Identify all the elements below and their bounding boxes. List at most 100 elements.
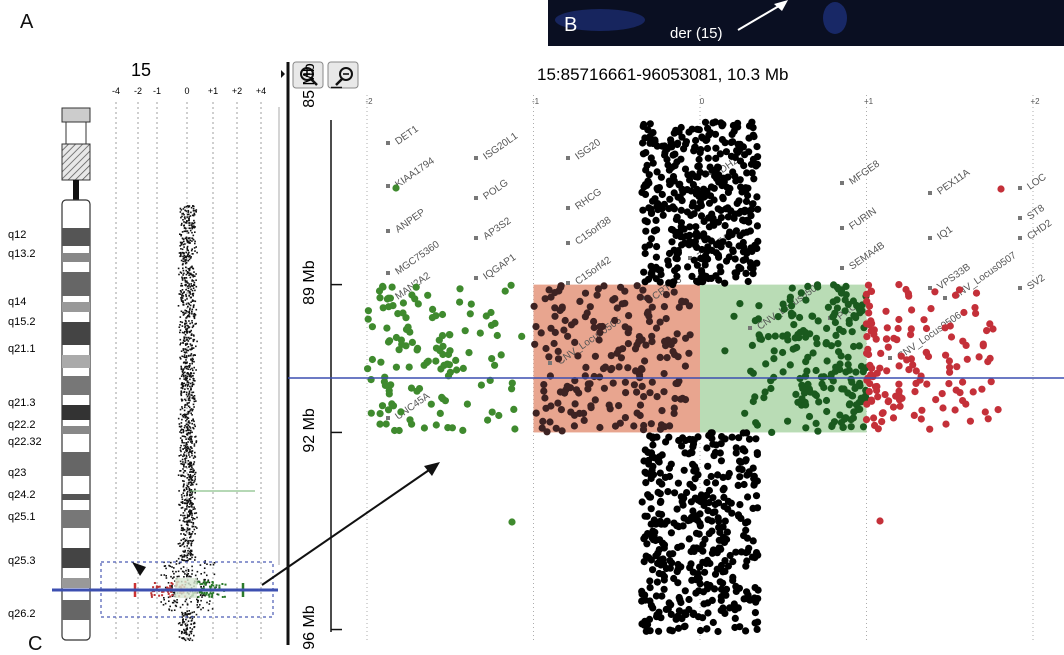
overview-point [168, 608, 170, 610]
detail-point [793, 343, 801, 352]
detail-point [724, 505, 732, 513]
detail-point [717, 561, 726, 570]
detail-point [822, 339, 831, 347]
detail-point [385, 390, 393, 398]
detail-point [667, 138, 675, 146]
overview-point [185, 310, 187, 312]
overview-point [186, 492, 188, 494]
detail-point [753, 449, 761, 457]
overview-point [187, 232, 190, 234]
zoom-in-button[interactable] [292, 61, 324, 89]
detail-point [742, 269, 750, 277]
overview-point [185, 377, 187, 380]
overview-point [186, 245, 189, 248]
overview-point [180, 387, 183, 389]
detail-point [865, 309, 873, 317]
overview-point [214, 586, 217, 589]
detail-point [438, 310, 447, 319]
detail-point [709, 618, 717, 627]
detail-point [674, 379, 682, 388]
overview-point [183, 426, 186, 429]
detail-point [488, 355, 496, 363]
detail-point [749, 369, 757, 377]
ideogram-band [62, 578, 90, 588]
overview-point [188, 511, 190, 513]
gene-label: POLG [481, 177, 510, 202]
overview-point [187, 559, 189, 562]
overview-point [189, 481, 191, 484]
detail-point [774, 313, 782, 321]
overview-point [187, 290, 189, 292]
detail-point [749, 537, 757, 545]
detail-point [688, 125, 696, 133]
zoom-out-button[interactable] [327, 61, 359, 89]
overview-point [191, 518, 194, 521]
overview-point [204, 594, 206, 597]
overview-point [184, 612, 186, 614]
overview-point [180, 494, 183, 496]
detail-point [644, 126, 652, 134]
detail-point [680, 623, 688, 631]
detail-point [704, 154, 712, 162]
overview-point [179, 241, 182, 244]
overview-point [181, 616, 183, 618]
detail-point [812, 334, 821, 342]
detail-y-tick-label: 89 Mb [301, 260, 318, 305]
gene-marker [1018, 286, 1022, 290]
overview-point [194, 471, 197, 474]
detail-point [655, 569, 663, 578]
detail-point [586, 303, 594, 311]
detail-point [885, 397, 893, 405]
detail-point [668, 238, 676, 246]
detail-point [541, 295, 549, 303]
overview-point [187, 206, 190, 208]
detail-point [551, 289, 559, 297]
band-label: q14 [8, 296, 26, 308]
ideogram-band [62, 253, 90, 262]
overview-point [192, 285, 194, 287]
detail-point [788, 284, 796, 292]
overview-point [177, 305, 180, 307]
detail-point [731, 606, 739, 614]
detail-point [675, 624, 683, 632]
detail-point [705, 131, 713, 139]
overview-point [200, 586, 202, 588]
overview-point [186, 447, 189, 450]
detail-point [639, 206, 647, 214]
overview-point [193, 360, 195, 363]
detail-point [576, 297, 584, 305]
detail-point [547, 402, 555, 410]
detail-point [658, 480, 666, 488]
overview-point [192, 238, 195, 241]
overview-point [187, 249, 189, 252]
detail-point [687, 560, 695, 568]
overview-point [192, 338, 195, 341]
overview-point [184, 279, 186, 282]
overview-point [197, 606, 200, 608]
overview-point [183, 494, 186, 497]
overview-point [189, 441, 192, 443]
overview-point [188, 475, 190, 478]
detail-point [732, 587, 740, 596]
detail-point [508, 518, 516, 526]
detail-point [771, 332, 779, 340]
overview-point [193, 225, 195, 227]
overview-point [193, 271, 195, 273]
overview-point [182, 311, 184, 314]
detail-point [638, 587, 646, 596]
collapse-icon[interactable] [281, 70, 285, 78]
overview-point [191, 397, 194, 399]
overview-point [191, 512, 193, 515]
overview-point [194, 497, 196, 500]
overview-point [210, 583, 213, 586]
detail-point [703, 144, 712, 153]
detail-point [753, 625, 761, 634]
detail-point [739, 238, 747, 247]
detail-point [688, 272, 696, 280]
detail-point [674, 560, 682, 569]
overview-point [184, 614, 186, 616]
overview-point [193, 469, 195, 472]
overview-point [181, 222, 183, 225]
overview-point [185, 629, 188, 631]
detail-point [427, 400, 435, 408]
